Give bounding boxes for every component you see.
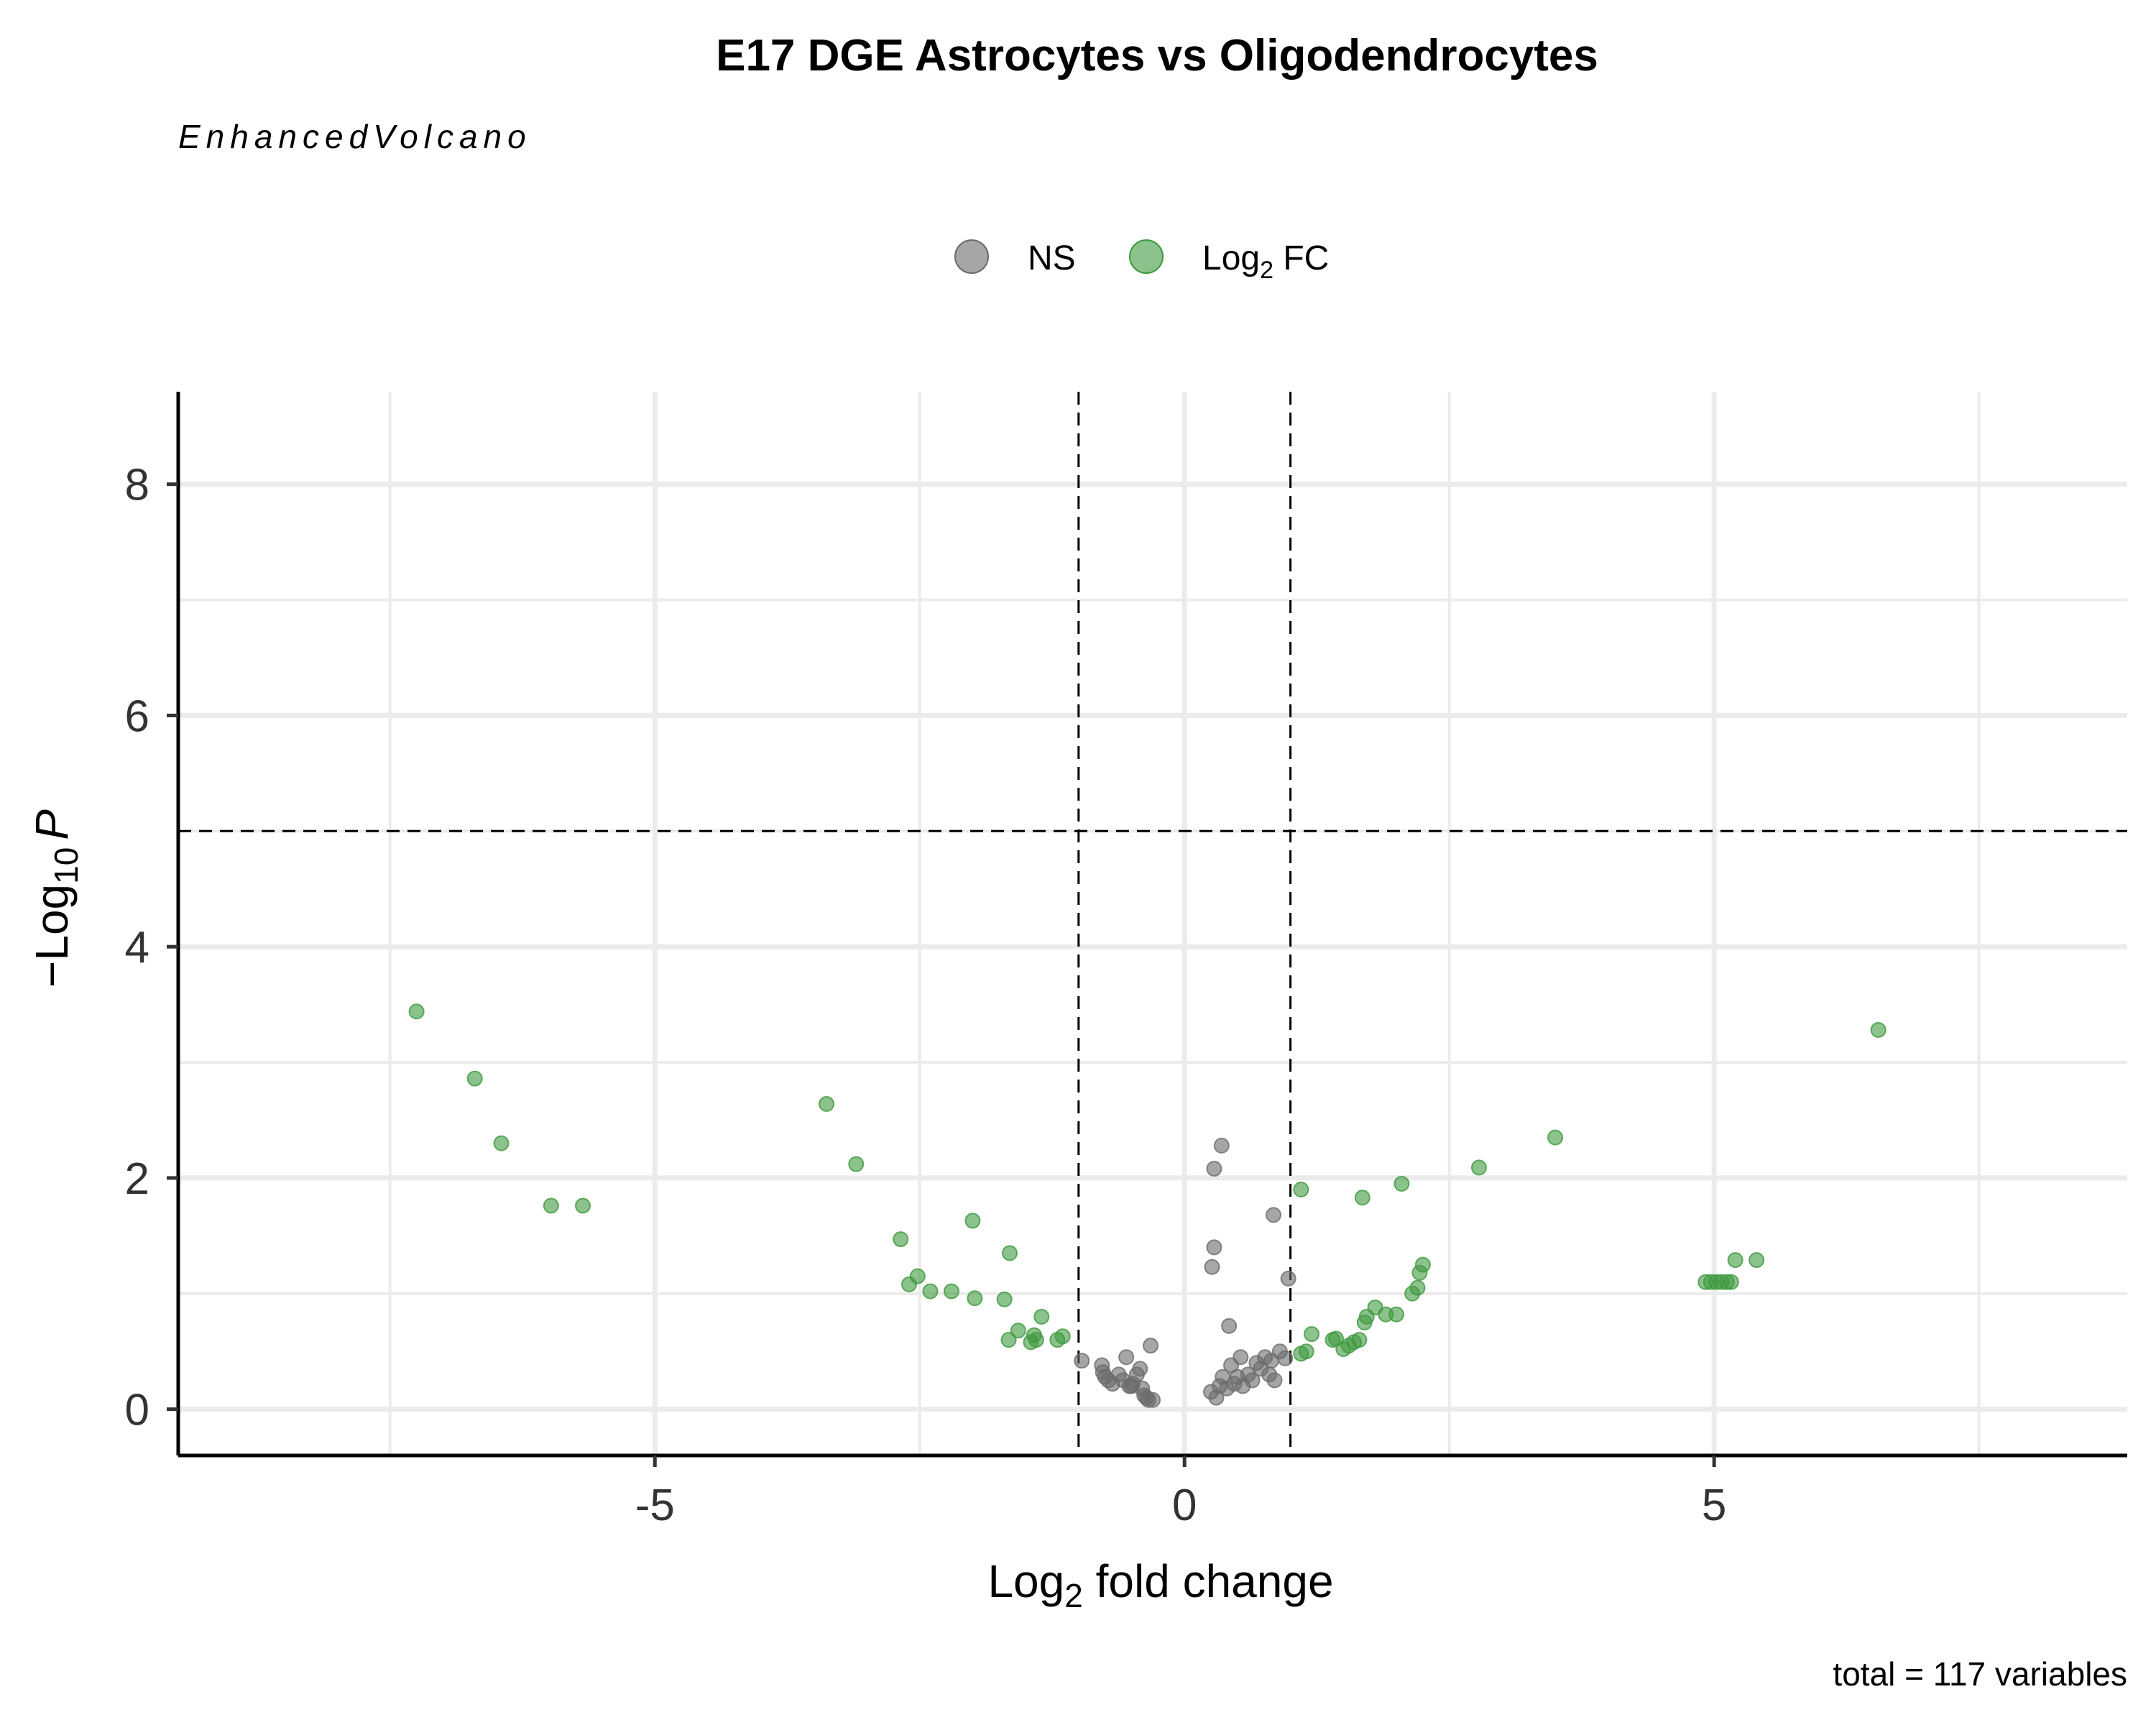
- ns-point: [1213, 1137, 1230, 1154]
- ns-point: [1277, 1350, 1294, 1366]
- cutoff-lines: [178, 392, 2127, 1455]
- log2fc-point: [1028, 1332, 1044, 1348]
- log2fc-point: [1304, 1326, 1320, 1343]
- log2fc-point: [1354, 1190, 1370, 1206]
- legend-label-log2fc: Log2 FC: [1202, 239, 1329, 284]
- y-tick-label: 2: [125, 1154, 149, 1204]
- log2fc-point: [1723, 1274, 1739, 1290]
- ns-point: [1280, 1270, 1296, 1287]
- y-tick-label: 8: [125, 461, 149, 510]
- ns-point: [1145, 1392, 1161, 1408]
- legend-key-log2fc: [1129, 239, 1164, 274]
- y-tick-label: 6: [125, 691, 149, 741]
- caption: total = 117 variables: [1833, 1655, 2127, 1693]
- log2fc-point: [909, 1268, 926, 1284]
- log2fc-point: [1393, 1175, 1410, 1192]
- legend-label-ns: NS: [1028, 239, 1076, 277]
- ns-point: [1123, 1378, 1140, 1394]
- log2fc-point: [1298, 1343, 1314, 1360]
- ns-point: [1143, 1338, 1159, 1354]
- ticks: -5 0 5 0 2 4 6 8: [125, 461, 1727, 1530]
- grid: [178, 392, 2127, 1455]
- legend-key-ns: [954, 239, 989, 274]
- log2fc-point: [543, 1197, 559, 1214]
- ns-point: [1132, 1361, 1148, 1377]
- legend: NS Log2 FC: [954, 239, 1329, 284]
- log2fc-point: [493, 1135, 510, 1151]
- chart-subtitle: EnhancedVolcano: [178, 118, 532, 155]
- ns-point: [1266, 1372, 1283, 1389]
- y-tick-label: 4: [125, 923, 149, 972]
- log2fc-point: [466, 1070, 483, 1087]
- log2fc-point: [1000, 1332, 1017, 1348]
- log2fc-point: [922, 1283, 939, 1300]
- log2fc-point: [1409, 1279, 1426, 1296]
- y-axis-title: −Log10P: [26, 809, 85, 988]
- ns-point: [1244, 1372, 1261, 1389]
- log2fc-point: [1351, 1332, 1368, 1348]
- ns-point: [1206, 1161, 1222, 1177]
- log2fc-point: [1870, 1022, 1886, 1038]
- x-tick-label: 0: [1172, 1481, 1197, 1530]
- x-tick-label: -5: [635, 1481, 675, 1530]
- ns-point: [1266, 1207, 1282, 1223]
- log2fc-point: [943, 1283, 959, 1300]
- log2fc-point: [1388, 1306, 1404, 1322]
- log2fc-point: [1010, 1322, 1026, 1339]
- log2fc-point: [819, 1095, 835, 1112]
- ns-point: [1204, 1259, 1220, 1275]
- log2fc-point: [1293, 1182, 1309, 1197]
- log2fc-point: [964, 1213, 981, 1229]
- axes: [176, 392, 2127, 1458]
- ns-point: [1221, 1317, 1238, 1334]
- log2fc-point: [575, 1197, 591, 1214]
- log2fc-point: [1002, 1245, 1018, 1261]
- log2fc-point: [1054, 1328, 1071, 1345]
- log2fc-point: [1414, 1256, 1431, 1273]
- log2fc-point: [1470, 1159, 1487, 1176]
- data-points: [408, 1003, 1886, 1408]
- ns-point: [1074, 1353, 1090, 1369]
- log2fc-point: [996, 1291, 1013, 1307]
- ns-point: [1233, 1349, 1249, 1366]
- log2fc-point: [1749, 1252, 1765, 1269]
- chart-title: E17 DGE Astrocytes vs Oligodendrocytes: [716, 31, 1598, 80]
- ns-point: [1118, 1349, 1135, 1366]
- log2fc-point: [408, 1003, 425, 1020]
- x-tick-label: 5: [1702, 1481, 1726, 1530]
- log2fc-point: [1727, 1252, 1743, 1269]
- log2fc-point: [893, 1231, 909, 1248]
- y-tick-label: 0: [125, 1386, 149, 1435]
- x-axis-title: Log2 fold change: [987, 1555, 1333, 1614]
- log2fc-point: [1033, 1308, 1050, 1325]
- ns-point: [1206, 1239, 1222, 1256]
- log2fc-point: [967, 1290, 983, 1307]
- log2fc-point: [848, 1156, 865, 1172]
- ns-point: [1263, 1353, 1280, 1369]
- log2fc-point: [1547, 1129, 1564, 1146]
